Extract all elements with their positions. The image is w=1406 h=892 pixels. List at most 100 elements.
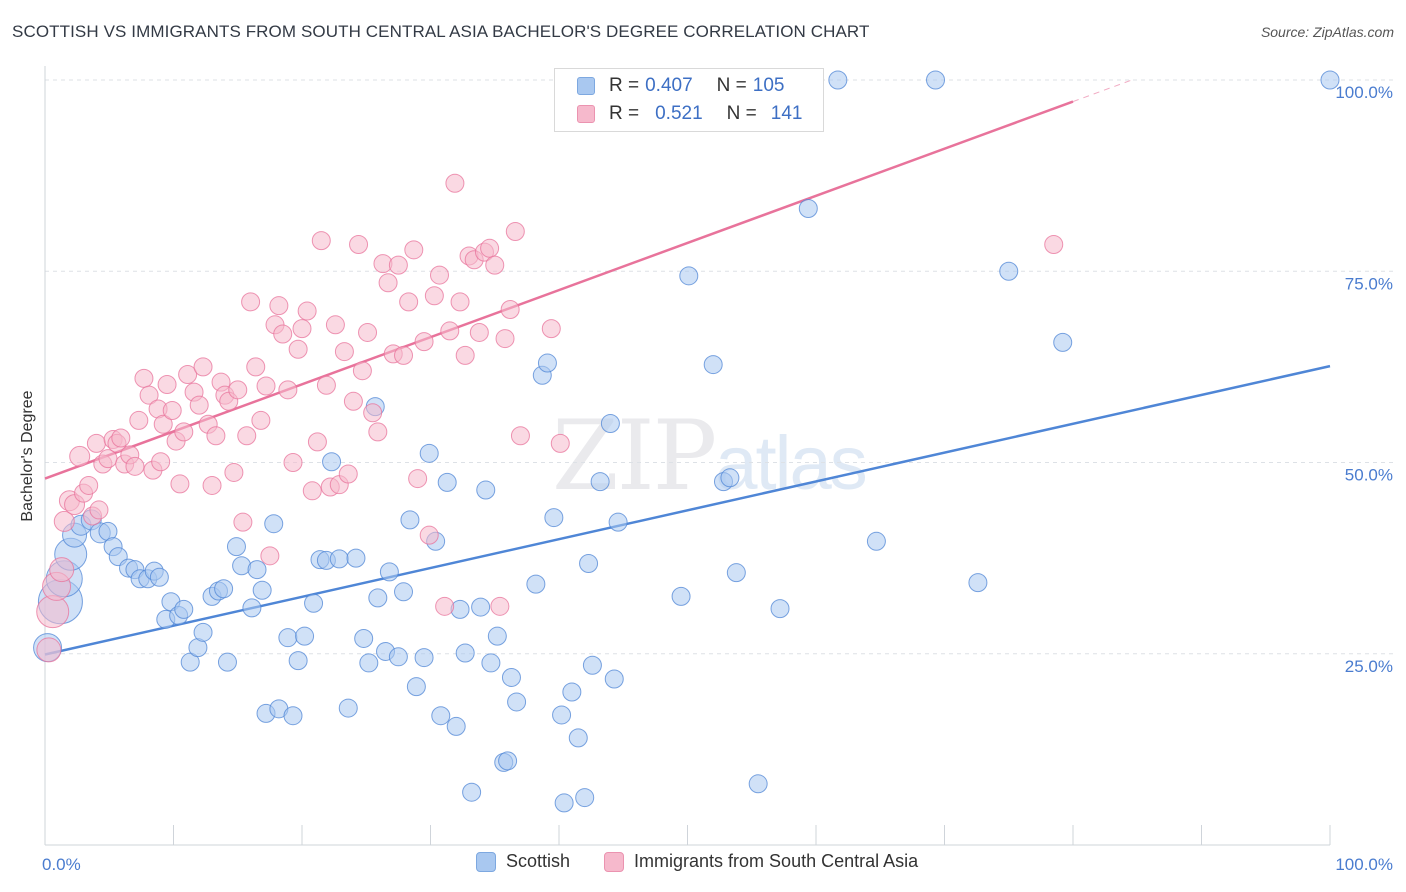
data-point <box>237 426 257 446</box>
data-point <box>368 422 388 442</box>
data-point <box>153 414 173 434</box>
data-point <box>217 652 237 672</box>
data-point <box>358 322 378 342</box>
data-point <box>579 553 599 573</box>
axes <box>44 66 1331 846</box>
data-point <box>455 643 475 663</box>
data-point <box>334 342 354 362</box>
y-tick-label: 25.0% <box>1345 657 1393 676</box>
data-points <box>33 70 1340 813</box>
data-point <box>346 548 366 568</box>
data-point <box>214 579 234 599</box>
data-point <box>129 410 149 430</box>
data-point <box>419 525 439 545</box>
data-point <box>526 574 546 594</box>
data-point <box>322 452 342 472</box>
data-point <box>368 588 388 608</box>
data-point <box>490 596 510 616</box>
data-point <box>414 332 434 352</box>
data-point <box>388 255 408 275</box>
data-point <box>379 562 399 582</box>
data-point <box>394 345 414 365</box>
data-point <box>604 669 624 689</box>
data-point <box>450 292 470 312</box>
watermark-zip: ZIP <box>552 400 717 512</box>
data-point <box>469 322 489 342</box>
data-point <box>600 413 620 433</box>
data-point <box>505 221 525 241</box>
series-label-scottish: Scottish <box>506 851 571 871</box>
data-point <box>125 456 145 476</box>
data-point <box>608 512 628 532</box>
data-point <box>445 173 465 193</box>
data-point <box>487 626 507 646</box>
data-point <box>541 319 561 339</box>
data-point <box>537 353 557 373</box>
data-point <box>582 655 602 675</box>
data-point <box>311 231 331 251</box>
data-point <box>193 622 213 642</box>
data-point <box>111 428 131 448</box>
data-point <box>703 355 723 375</box>
data-point <box>999 261 1019 281</box>
series-legend-scottish[interactable]: Scottish <box>476 851 570 872</box>
data-point <box>720 468 740 488</box>
data-point <box>501 667 521 687</box>
legend-n-label: N = <box>716 75 747 96</box>
data-point <box>256 376 276 396</box>
x-tick-label: 100.0% <box>1335 855 1393 874</box>
data-point <box>1053 332 1073 352</box>
data-point <box>476 480 496 500</box>
data-point <box>550 433 570 453</box>
chart-source: Source: ZipAtlas.com <box>1260 24 1394 40</box>
trend-line <box>44 100 1074 480</box>
series-immigrants <box>36 173 1064 663</box>
trend-line <box>44 364 1331 656</box>
x-tick-label: 0.0% <box>42 855 81 874</box>
data-point <box>233 512 253 532</box>
data-point <box>283 706 303 726</box>
legend-swatch-scottish <box>577 77 595 95</box>
data-point <box>399 292 419 312</box>
data-point <box>354 628 374 648</box>
data-point <box>307 432 327 452</box>
data-point <box>726 563 746 583</box>
watermark-atlas: atlas <box>715 421 868 506</box>
data-point <box>295 626 315 646</box>
series-swatch-scottish <box>476 851 496 872</box>
series-legend-immigrants[interactable]: Immigrants from South Central Asia <box>604 851 918 872</box>
data-point <box>671 586 691 606</box>
legend-n-value: 141 <box>770 103 803 124</box>
data-point <box>304 593 324 613</box>
data-point <box>157 374 177 394</box>
tick-labels: 25.0% 50.0% 75.0% 100.0% 0.0% 100.0% <box>42 83 1393 874</box>
data-point <box>189 395 209 415</box>
data-point <box>178 365 198 385</box>
data-point <box>193 357 213 377</box>
data-point <box>89 500 109 520</box>
data-point <box>500 300 520 319</box>
data-point <box>446 716 466 736</box>
data-point <box>352 361 372 381</box>
data-point <box>288 339 308 359</box>
data-point <box>554 793 574 813</box>
data-point <box>134 368 154 388</box>
data-point <box>462 782 482 802</box>
data-point <box>440 321 460 341</box>
legend-r-label: R = <box>609 103 640 124</box>
data-point <box>170 474 190 494</box>
series-scottish <box>33 70 1340 813</box>
data-point <box>798 199 818 219</box>
data-point <box>79 475 99 495</box>
data-point <box>174 599 194 619</box>
data-point <box>481 653 501 673</box>
data-point <box>53 510 75 532</box>
data-point <box>866 531 886 551</box>
data-point <box>242 598 262 618</box>
data-point <box>431 706 451 726</box>
data-point <box>252 580 272 600</box>
data-point <box>316 375 336 395</box>
data-point <box>498 751 518 771</box>
data-point <box>288 651 308 671</box>
